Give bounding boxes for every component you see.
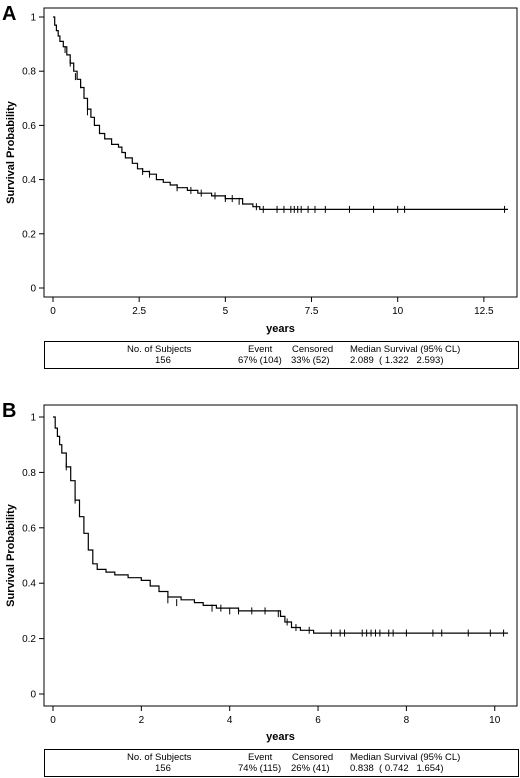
summary-value-event: 67% (104) — [238, 355, 282, 366]
plot-frame — [43, 7, 518, 298]
summary-value-subjects: 156 — [155, 355, 171, 366]
x-tick-label: 2.5 — [132, 306, 146, 317]
summary-header-subjects: No. of Subjects — [127, 344, 192, 355]
summary-header-event: Event — [248, 344, 273, 355]
summary-header-event: Event — [248, 752, 273, 763]
x-tick-label: 6 — [315, 715, 321, 726]
summary-header-median: Median Survival (95% CL) — [350, 752, 461, 763]
summary-header-censored: Censored — [292, 752, 334, 763]
summary-value-censored: 26% (41) — [291, 763, 330, 774]
x-tick-label: 12.5 — [474, 306, 494, 317]
y-tick-label: 0.6 — [22, 121, 36, 132]
summary-value-median: 0.838 ( 0.742 1.654) — [350, 763, 444, 774]
x-tick-label: 0 — [50, 306, 56, 317]
x-tick-label: 2 — [139, 715, 145, 726]
survival-curve — [53, 416, 508, 634]
panel-label: B — [2, 400, 16, 422]
x-tick-label: 7.5 — [305, 306, 319, 317]
x-tick-label: 4 — [227, 715, 233, 726]
y-tick-label: 1 — [30, 413, 36, 424]
x-axis-label: years — [266, 731, 295, 743]
x-tick-label: 10 — [489, 715, 501, 726]
summary-value-subjects: 156 — [155, 763, 171, 774]
summary-table-b: No. of Subjects Event Censored Median Su… — [44, 749, 519, 777]
y-tick-label: 0.4 — [22, 579, 36, 590]
y-tick-label: 0 — [30, 284, 36, 295]
y-tick-label: 1 — [30, 13, 36, 24]
summary-table-a: No. of Subjects Event Censored Median Su… — [44, 341, 519, 369]
x-tick-label: 10 — [392, 306, 404, 317]
chart-panel-a: A00.20.40.60.810 2.5 5 7.5 10 12.5yearsSurviv… — [2, 3, 518, 335]
summary-value-median: 2.089 ( 1.322 2.593) — [350, 355, 444, 366]
y-tick-label: 0 — [30, 690, 36, 701]
survival-curve — [53, 16, 508, 210]
y-axis-label: Survival Probability — [5, 503, 17, 607]
x-axis-label: years — [266, 323, 295, 335]
y-tick-label: 0.8 — [22, 67, 36, 78]
x-tick-label: 5 — [223, 306, 229, 317]
y-tick-label: 0.4 — [22, 175, 36, 186]
summary-value-event: 74% (115) — [238, 763, 282, 774]
x-tick-label: 8 — [404, 715, 410, 726]
y-tick-label: 0.2 — [22, 229, 36, 240]
y-tick-label: 0.8 — [22, 468, 36, 479]
panel-label: A — [2, 3, 16, 25]
plot-frame — [43, 404, 518, 707]
summary-header-censored: Censored — [292, 344, 334, 355]
x-tick-label: 0 — [50, 715, 56, 726]
summary-value-censored: 33% (52) — [291, 355, 330, 366]
y-axis-label: Survival Probability — [5, 100, 17, 204]
summary-header-subjects: No. of Subjects — [127, 752, 192, 763]
y-tick-label: 0.6 — [22, 523, 36, 534]
summary-header-median: Median Survival (95% CL) — [350, 344, 461, 355]
y-tick-label: 0.2 — [22, 634, 36, 645]
